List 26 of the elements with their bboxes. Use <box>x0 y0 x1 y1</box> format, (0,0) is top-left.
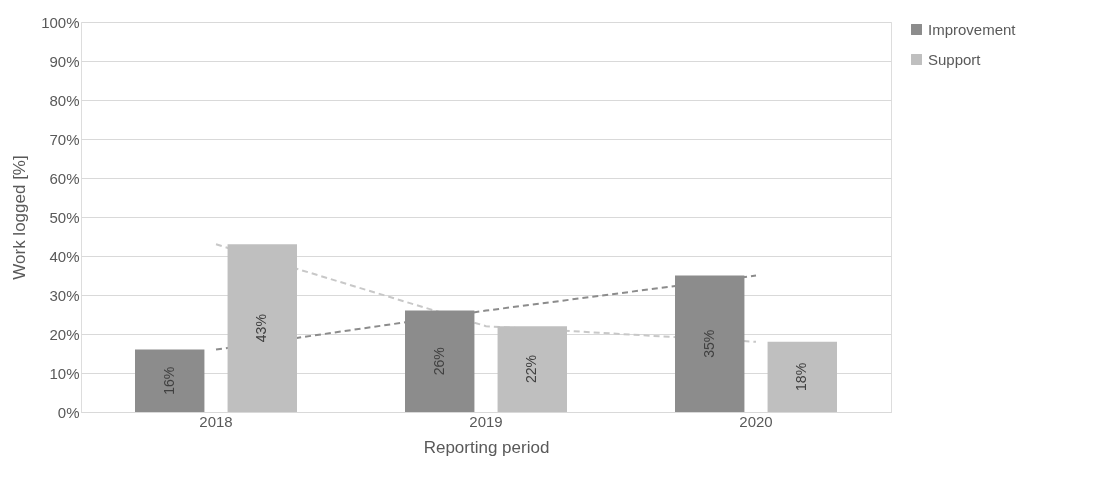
data-label: 16% <box>160 366 177 395</box>
legend-label: Improvement <box>928 20 1017 38</box>
x-axis-title: Reporting period <box>423 437 550 457</box>
bar <box>135 349 205 412</box>
y-tick-label: 40% <box>49 247 80 265</box>
y-tick-label: 70% <box>49 130 80 148</box>
y-tick-label: 20% <box>49 325 80 343</box>
y-tick-label: 10% <box>49 364 80 382</box>
x-tick-label: 2019 <box>469 412 503 430</box>
y-tick-label: 50% <box>49 208 80 226</box>
y-tick-label: 100% <box>41 13 80 31</box>
legend-label: Support <box>928 50 982 68</box>
x-tick-label: 2020 <box>739 412 773 430</box>
bar <box>767 341 837 412</box>
data-label: 35% <box>700 329 717 358</box>
y-tick-label: 30% <box>49 286 80 304</box>
data-label: 18% <box>793 362 810 391</box>
data-label: 22% <box>523 355 540 384</box>
data-label: 26% <box>430 347 447 376</box>
y-tick-label: 90% <box>49 52 80 70</box>
y-axis-title: Work logged [%] <box>10 155 30 280</box>
y-tick-label: 0% <box>57 403 80 421</box>
data-label: 43% <box>253 314 270 343</box>
y-tick-label: 80% <box>49 91 80 109</box>
x-tick-label: 2018 <box>199 412 233 430</box>
y-tick-label: 60% <box>49 169 80 187</box>
